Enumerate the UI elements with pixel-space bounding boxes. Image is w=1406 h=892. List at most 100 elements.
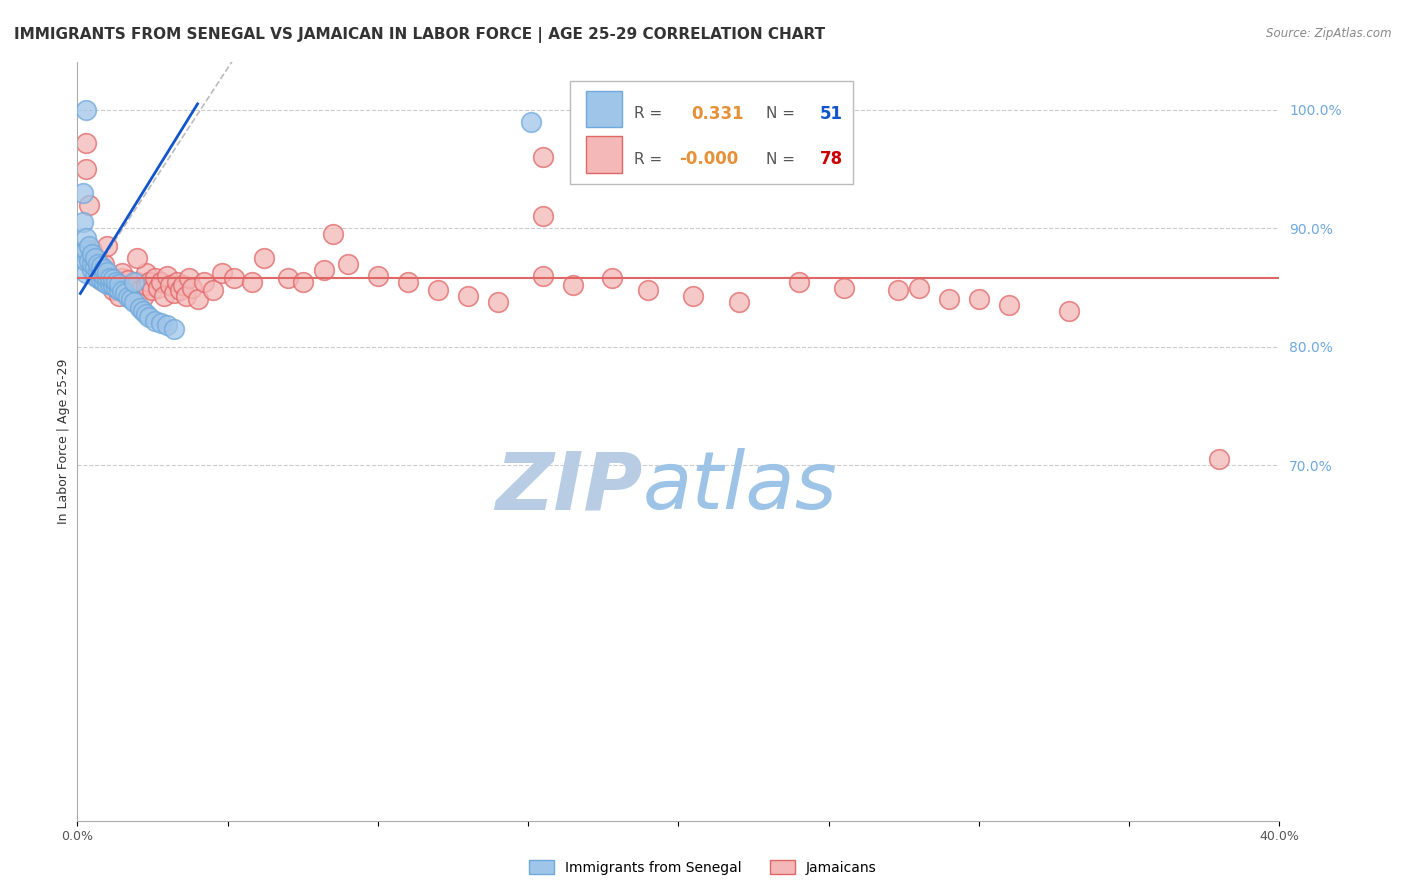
Point (84, 251, 107, 265)
Point (72, 244, 94, 259)
Point (138, 310, 160, 325)
Point (100, 271, 122, 285)
Point (908, 280, 931, 294)
Point (87, 268, 110, 283)
Point (150, 275, 173, 289)
Point (105, 275, 128, 289)
Point (336, 257, 359, 271)
Point (82, 247, 104, 261)
Point (998, 298, 1021, 312)
Point (93, 257, 115, 271)
Text: N =: N = (766, 152, 796, 167)
Point (84, 268, 107, 283)
Point (84, 251, 107, 265)
Point (111, 271, 134, 285)
Point (90, 272, 112, 286)
Text: 78: 78 (820, 150, 844, 168)
Point (531, 210, 554, 224)
Text: R =: R = (634, 152, 662, 167)
Point (96, 239, 118, 253)
Point (108, 277, 131, 291)
Text: atlas: atlas (643, 448, 837, 526)
Point (111, 266, 134, 280)
Text: R =: R = (634, 106, 662, 121)
Point (129, 283, 152, 297)
Legend: Immigrants from Senegal, Jamaicans: Immigrants from Senegal, Jamaicans (524, 855, 882, 880)
Point (120, 293, 142, 307)
Point (114, 286, 136, 301)
Point (96, 265, 118, 279)
Point (103, 283, 125, 297)
Point (96, 277, 118, 291)
Point (153, 289, 176, 303)
Point (427, 283, 450, 297)
Point (938, 293, 960, 307)
Text: 0.331: 0.331 (692, 104, 744, 122)
Point (367, 268, 389, 283)
Point (82, 243, 104, 257)
Point (75, 231, 97, 245)
Point (637, 283, 659, 297)
Point (84, 260, 107, 275)
Bar (586, 136, 621, 173)
Point (531, 268, 554, 283)
Point (100, 268, 122, 283)
Point (145, 314, 167, 328)
Point (312, 262, 335, 277)
Bar (586, 91, 621, 128)
Point (75, 103, 97, 117)
Point (174, 289, 197, 303)
Point (117, 273, 139, 287)
Point (72, 186, 94, 200)
Point (156, 268, 179, 283)
Point (93, 266, 115, 280)
Point (108, 283, 131, 297)
Point (787, 275, 810, 289)
Point (82, 257, 104, 271)
Point (120, 283, 142, 297)
Point (129, 301, 152, 315)
Point (201, 283, 224, 297)
Point (180, 280, 202, 294)
Point (148, 280, 170, 294)
Point (82, 262, 104, 277)
Point (124, 289, 146, 303)
Point (832, 280, 855, 294)
Point (124, 294, 146, 309)
Point (159, 278, 181, 293)
Point (141, 283, 163, 297)
Point (75, 162, 97, 177)
Point (211, 266, 233, 280)
Point (291, 275, 314, 289)
Point (117, 290, 139, 304)
Point (186, 293, 209, 307)
Text: N =: N = (766, 106, 796, 121)
Point (322, 227, 344, 242)
Point (253, 251, 276, 265)
Text: IMMIGRANTS FROM SENEGAL VS JAMAICAN IN LABOR FORCE | AGE 25-29 CORRELATION CHART: IMMIGRANTS FROM SENEGAL VS JAMAICAN IN L… (14, 27, 825, 43)
Point (135, 307, 157, 321)
Text: -0.000: -0.000 (679, 150, 738, 168)
Point (93, 268, 115, 283)
Point (93, 275, 115, 289)
Text: 51: 51 (820, 104, 844, 122)
Point (887, 283, 910, 297)
Point (96, 275, 118, 289)
Point (520, 114, 543, 128)
Point (162, 286, 184, 301)
Point (156, 318, 179, 333)
Point (127, 275, 149, 289)
Point (103, 272, 125, 286)
Point (124, 275, 146, 289)
Point (96, 271, 118, 285)
Point (105, 278, 128, 293)
Point (132, 304, 155, 318)
Point (135, 266, 157, 280)
Point (103, 278, 125, 293)
Point (193, 275, 215, 289)
Point (222, 271, 245, 285)
Point (457, 289, 479, 303)
Point (75, 254, 97, 268)
Point (162, 322, 184, 336)
Point (79, 197, 101, 211)
